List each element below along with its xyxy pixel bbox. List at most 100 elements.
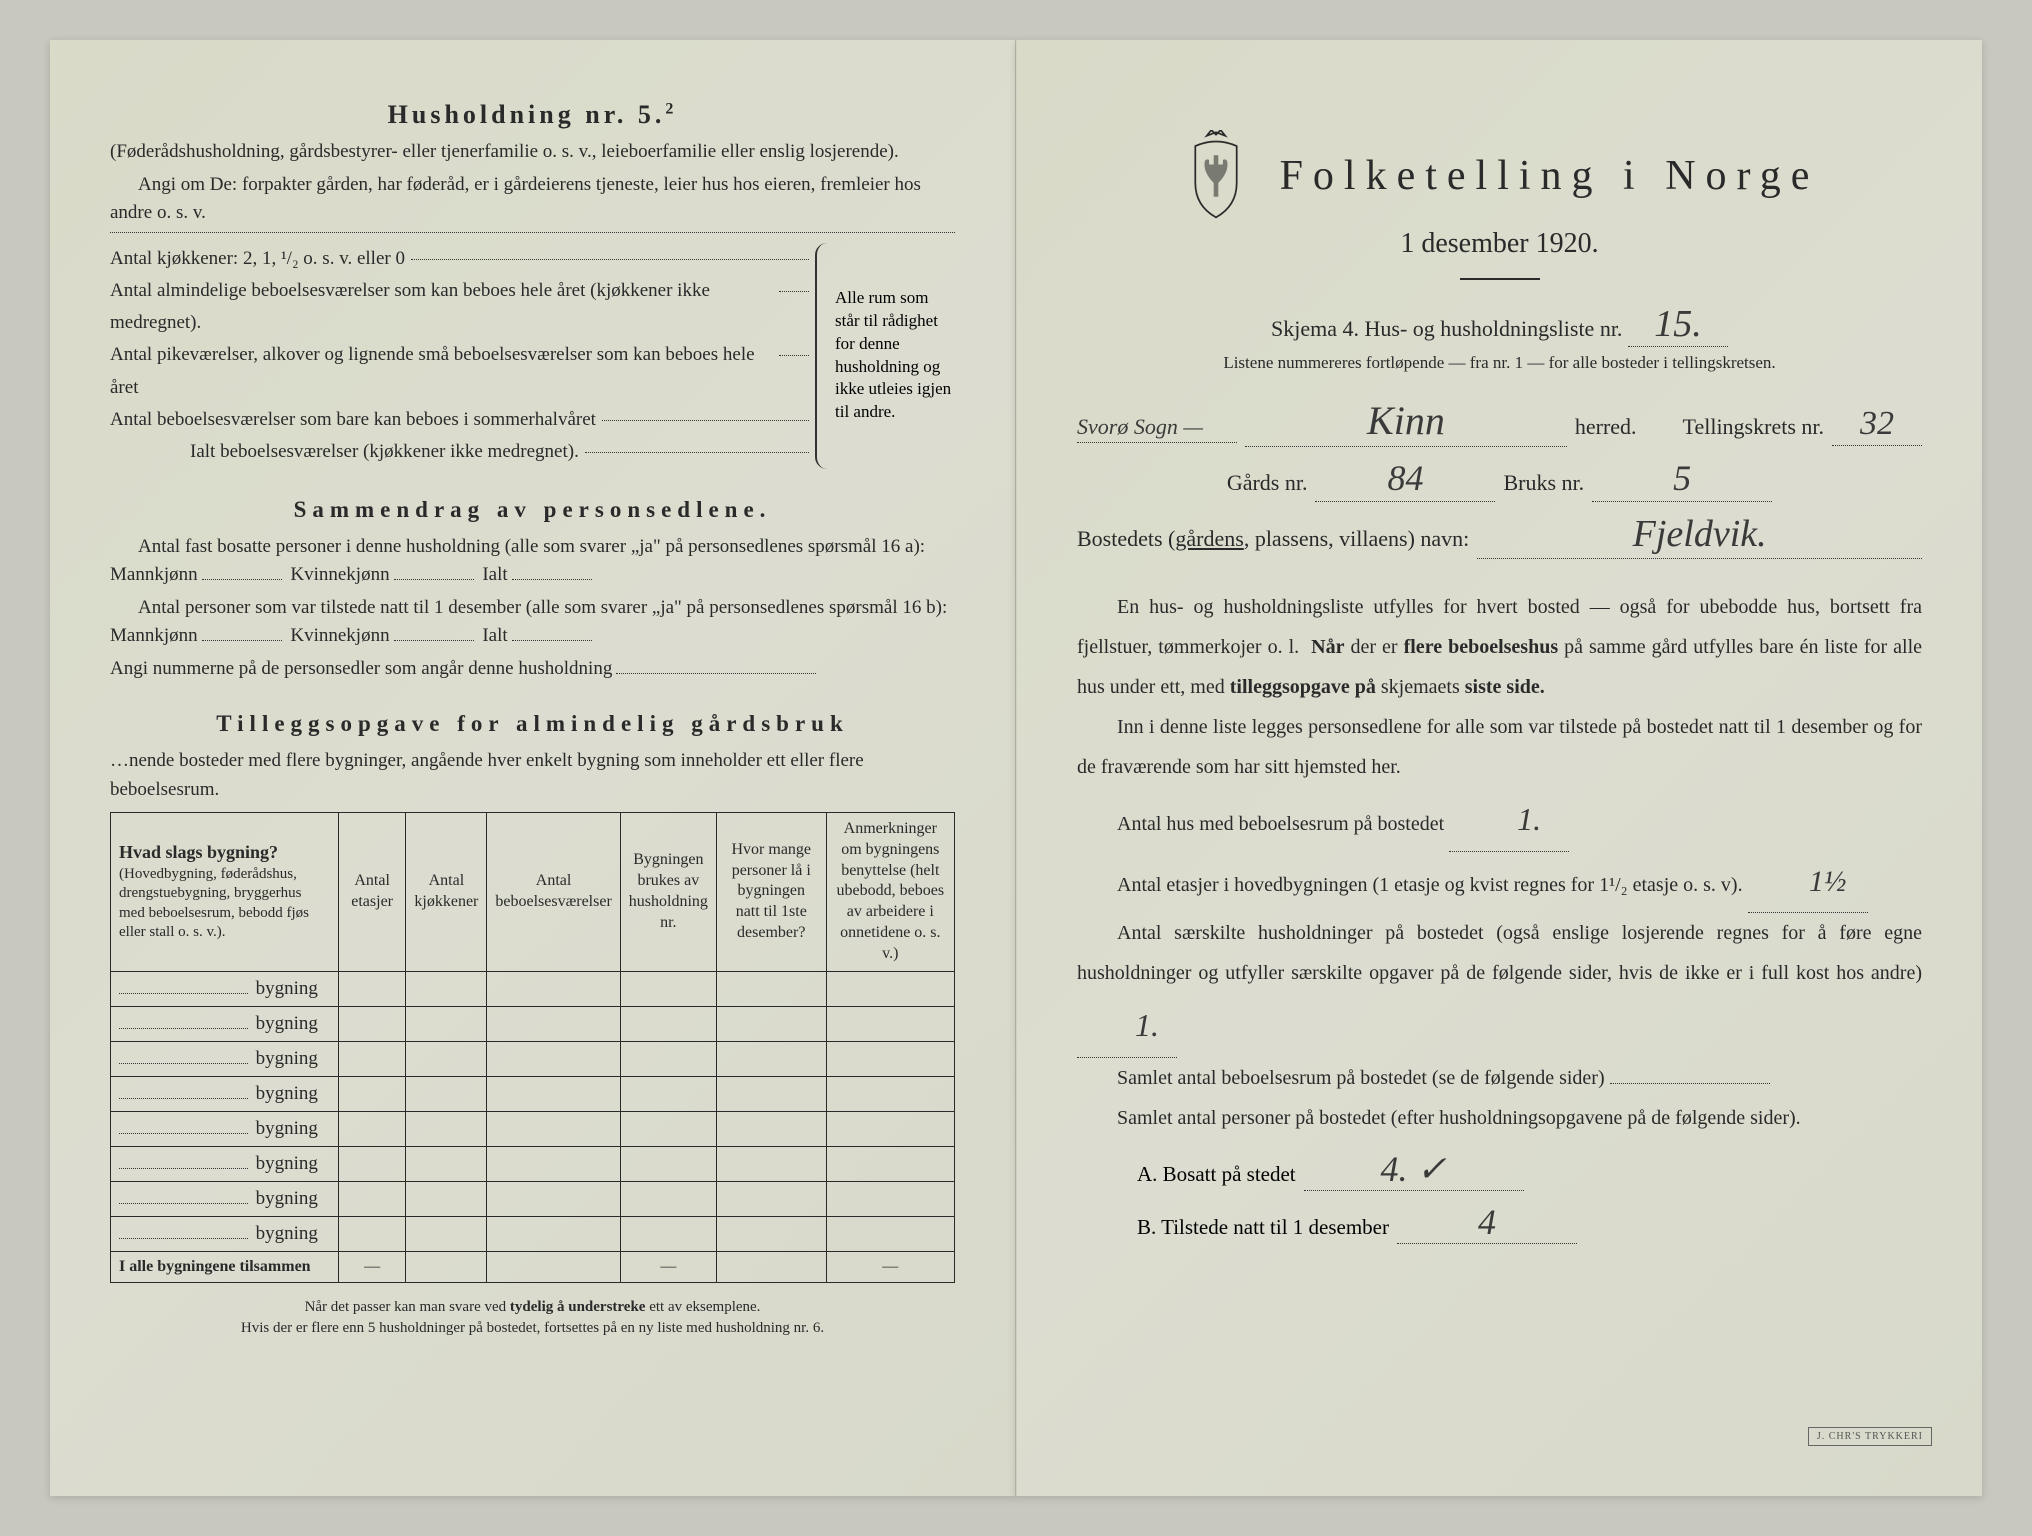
cell [826, 1146, 954, 1181]
table-row [111, 1076, 955, 1111]
para1: En hus- og husholdningsliste utfylles fo… [1077, 587, 1922, 707]
cell [716, 971, 826, 1006]
blank [512, 579, 592, 580]
cell [826, 1041, 954, 1076]
t: Antal fast bosatte personer i denne hush… [110, 536, 925, 586]
q2-val: 1½ [1748, 852, 1868, 913]
b-val: 4 [1397, 1201, 1577, 1244]
blank [202, 640, 282, 641]
t: Gårds nr. [1227, 470, 1308, 496]
t: Bruks nr. [1503, 470, 1584, 496]
cell [111, 1216, 339, 1251]
t: A. Bosatt på stedet [1137, 1162, 1296, 1187]
cell [406, 1076, 487, 1111]
th-strong: Hvad slags bygning? [119, 842, 278, 862]
dots [411, 259, 809, 260]
q3-val: 1. [1077, 993, 1177, 1058]
cell [338, 1006, 406, 1041]
blank [202, 579, 282, 580]
cell [620, 1146, 716, 1181]
leader [119, 1133, 248, 1134]
leader [119, 1063, 248, 1064]
table-row [111, 1146, 955, 1181]
b: flere beboelseshus [1404, 636, 1559, 658]
cell [487, 1041, 620, 1076]
row-kitchens: Antal kjøkkener: 2, 1, ¹/₂ o. s. v. elle… [110, 243, 815, 275]
cell [487, 1111, 620, 1146]
tillegg-sub: …nende bosteder med flere bygninger, ang… [110, 747, 955, 804]
cell [406, 1181, 487, 1216]
cell [111, 971, 339, 1006]
leader [119, 1028, 248, 1029]
herred-row: Svorø Sogn — Kinn herred. Tellingskrets … [1077, 397, 1922, 447]
household-heading: Husholdning nr. 5.2 [110, 100, 955, 130]
cell [338, 971, 406, 1006]
blank [394, 640, 474, 641]
blank [616, 673, 816, 674]
cell [338, 1216, 406, 1251]
cell [716, 1251, 826, 1282]
cell [111, 1041, 339, 1076]
th-kitchens: Antal kjøkkener [406, 813, 487, 972]
th-persons: Hvor mange personer lå i bygningen natt … [716, 813, 826, 972]
cell [716, 1041, 826, 1076]
table-header-row: Hvad slags bygning? (Hovedbygning, føderå… [111, 813, 955, 972]
krets-nr: 32 [1832, 405, 1922, 446]
cell [716, 1111, 826, 1146]
cell [406, 1111, 487, 1146]
leader [119, 1203, 248, 1204]
t: Samlet antal beboelsesrum på bostedet (s… [1117, 1067, 1605, 1089]
cell [620, 971, 716, 1006]
heading-text: Husholdning nr. 5. [388, 100, 666, 129]
row-text: Antal pikeværelser, alkover og lignende … [110, 339, 773, 404]
cell [716, 1146, 826, 1181]
th-rooms: Antal beboelsesværelser [487, 813, 620, 972]
cell [338, 1181, 406, 1216]
leader [119, 1168, 248, 1169]
t: Tellingskrets nr. [1683, 414, 1824, 440]
t: Kvinnekjønn [290, 625, 389, 646]
cell [406, 971, 487, 1006]
sub1: (Føderådshusholdning, gårdsbestyrer- ell… [110, 138, 955, 167]
row-maidrooms: Antal pikeværelser, alkover og lignende … [110, 339, 815, 404]
buildings-table: Hvad slags bygning? (Hovedbygning, føderå… [110, 812, 955, 1283]
cell [338, 1111, 406, 1146]
t: Ialt [482, 625, 507, 646]
cell [620, 1216, 716, 1251]
b: Når [1311, 636, 1344, 658]
cell [111, 1181, 339, 1216]
q5: Samlet antal personer på bostedet (efter… [1077, 1098, 1922, 1138]
cell [406, 1146, 487, 1181]
divider [1460, 278, 1540, 280]
rule-line [110, 232, 955, 233]
dots [779, 291, 809, 292]
th-floors: Antal etasjer [338, 813, 406, 972]
row-text: Ialt beboelsesværelser (kjøkkener ikke m… [190, 436, 579, 468]
th-sub: (Hovedbygning, føderådshus, drengstuebyg… [119, 866, 309, 941]
summary-line2: Antal personer som var tilstede natt til… [110, 594, 955, 651]
brace-left-col: Antal kjøkkener: 2, 1, ¹/₂ o. s. v. elle… [110, 243, 815, 469]
q1-val: 1. [1449, 787, 1569, 852]
table-head: Hvad slags bygning? (Hovedbygning, føderå… [111, 813, 955, 972]
cell [338, 1041, 406, 1076]
sub-note: Listene nummereres fortløpende — fra nr.… [1077, 353, 1922, 373]
cell [826, 1076, 954, 1111]
schema-line: Skjema 4. Hus- og husholdningsliste nr. … [1077, 302, 1922, 347]
cell [716, 1181, 826, 1216]
kitchen-rooms-block: Antal kjøkkener: 2, 1, ¹/₂ o. s. v. elle… [110, 243, 955, 469]
cell [111, 1146, 339, 1181]
dots [602, 420, 809, 421]
cell [338, 1146, 406, 1181]
a-val: 4. ✓ [1304, 1148, 1524, 1191]
sub2: Angi om De: forpakter gården, har føderå… [110, 171, 955, 228]
printer-stamp: J. CHR'S TRYKKERI [1808, 1427, 1932, 1446]
bruks-nr: 5 [1592, 457, 1772, 502]
t: B. Tilstede natt til 1 desember [1137, 1215, 1389, 1240]
cell [716, 1076, 826, 1111]
q3: Antal særskilte husholdninger på bostede… [1077, 913, 1922, 1058]
row-text: Antal kjøkkener: 2, 1, ¹/₂ o. s. v. elle… [110, 243, 405, 275]
table-row [111, 971, 955, 1006]
bosted-name: Fjeldvik. [1477, 512, 1922, 559]
cell [826, 971, 954, 1006]
cell [487, 1006, 620, 1041]
